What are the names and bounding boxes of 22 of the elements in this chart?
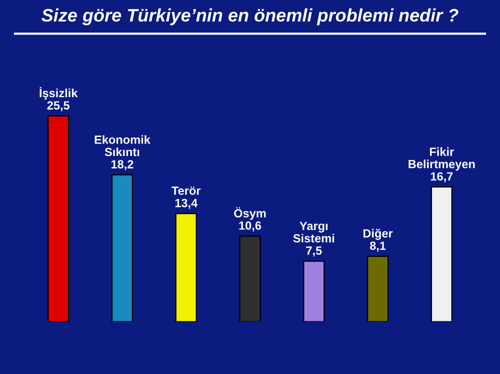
- bar: [48, 115, 70, 322]
- data-label: 13,4: [175, 198, 198, 209]
- data-label: 7,5: [306, 246, 322, 256]
- bar: [239, 236, 261, 322]
- data-label: 16,7: [430, 172, 453, 182]
- data-label: 25,5: [47, 101, 70, 112]
- bar: [303, 260, 325, 322]
- data-label: 18,2: [111, 160, 134, 170]
- x-tick-label: İşsizlik: [40, 87, 78, 100]
- bar: [367, 256, 389, 322]
- bar: [430, 186, 452, 322]
- data-label: 8,1: [370, 242, 386, 252]
- bar: [175, 212, 197, 322]
- x-tick-label: Terör: [172, 186, 201, 195]
- x-tick-label: Fikir Belirtmeyen: [408, 147, 475, 171]
- bar: [111, 174, 133, 322]
- x-tick-label: Ösym: [234, 207, 266, 220]
- x-tick-label: Diğer: [363, 228, 393, 240]
- chart-title: Size göre Türkiye’nin en önemli problemi nedir ?: [42, 8, 458, 26]
- x-tick-label: Yargı Sistemi: [293, 222, 334, 242]
- x-tick-label: Ekonomik Sıkıntı: [94, 135, 150, 156]
- data-label: 10,6: [239, 221, 262, 232]
